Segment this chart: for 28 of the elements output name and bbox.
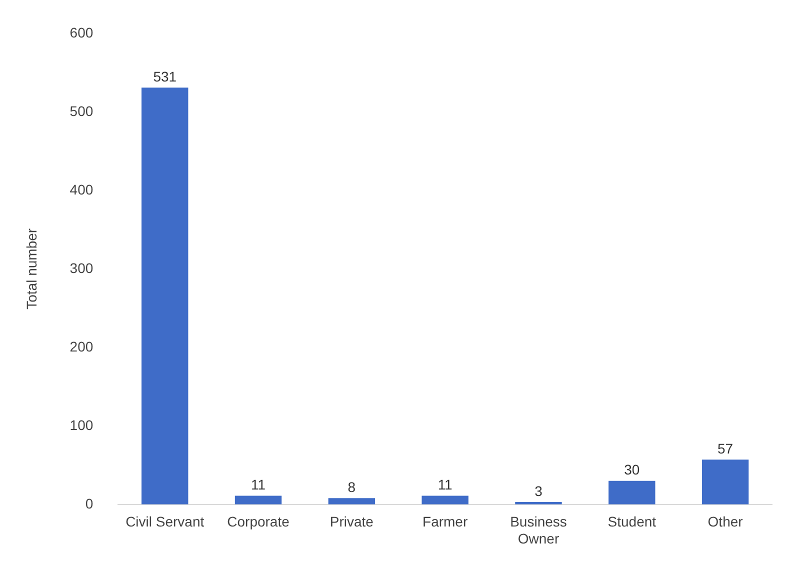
bar [328,498,376,504]
data-label: 531 [153,68,177,84]
x-tick-label: Civil Servant [126,514,204,530]
y-tick-label: 600 [70,24,94,40]
x-tick-label: Farmer [422,514,468,530]
x-tick-label: Corporate [227,514,290,530]
y-tick-label: 500 [70,102,94,119]
data-label: 8 [348,478,356,495]
data-label: 3 [534,482,543,499]
data-label: 57 [718,440,734,457]
data-label: 11 [250,476,266,493]
y-tick-label: 200 [70,338,94,354]
x-tick-label: Business Owner [510,514,567,546]
y-tick-label: 0 [85,495,94,512]
bar [422,496,468,504]
x-tick-label: Private [330,514,374,530]
data-label: 11 [438,476,453,493]
bar [702,460,749,504]
bar [608,480,656,504]
x-tick-label: Student [608,514,656,530]
bar [142,88,188,504]
x-tick-label: Other [708,514,744,530]
y-tick-label: 100 [70,416,94,433]
data-label: 30 [624,462,640,478]
y-tick-label: 400 [70,181,94,198]
bar [234,496,282,504]
y-axis-title: Total number [23,228,40,310]
y-tick-label: 300 [70,260,94,276]
